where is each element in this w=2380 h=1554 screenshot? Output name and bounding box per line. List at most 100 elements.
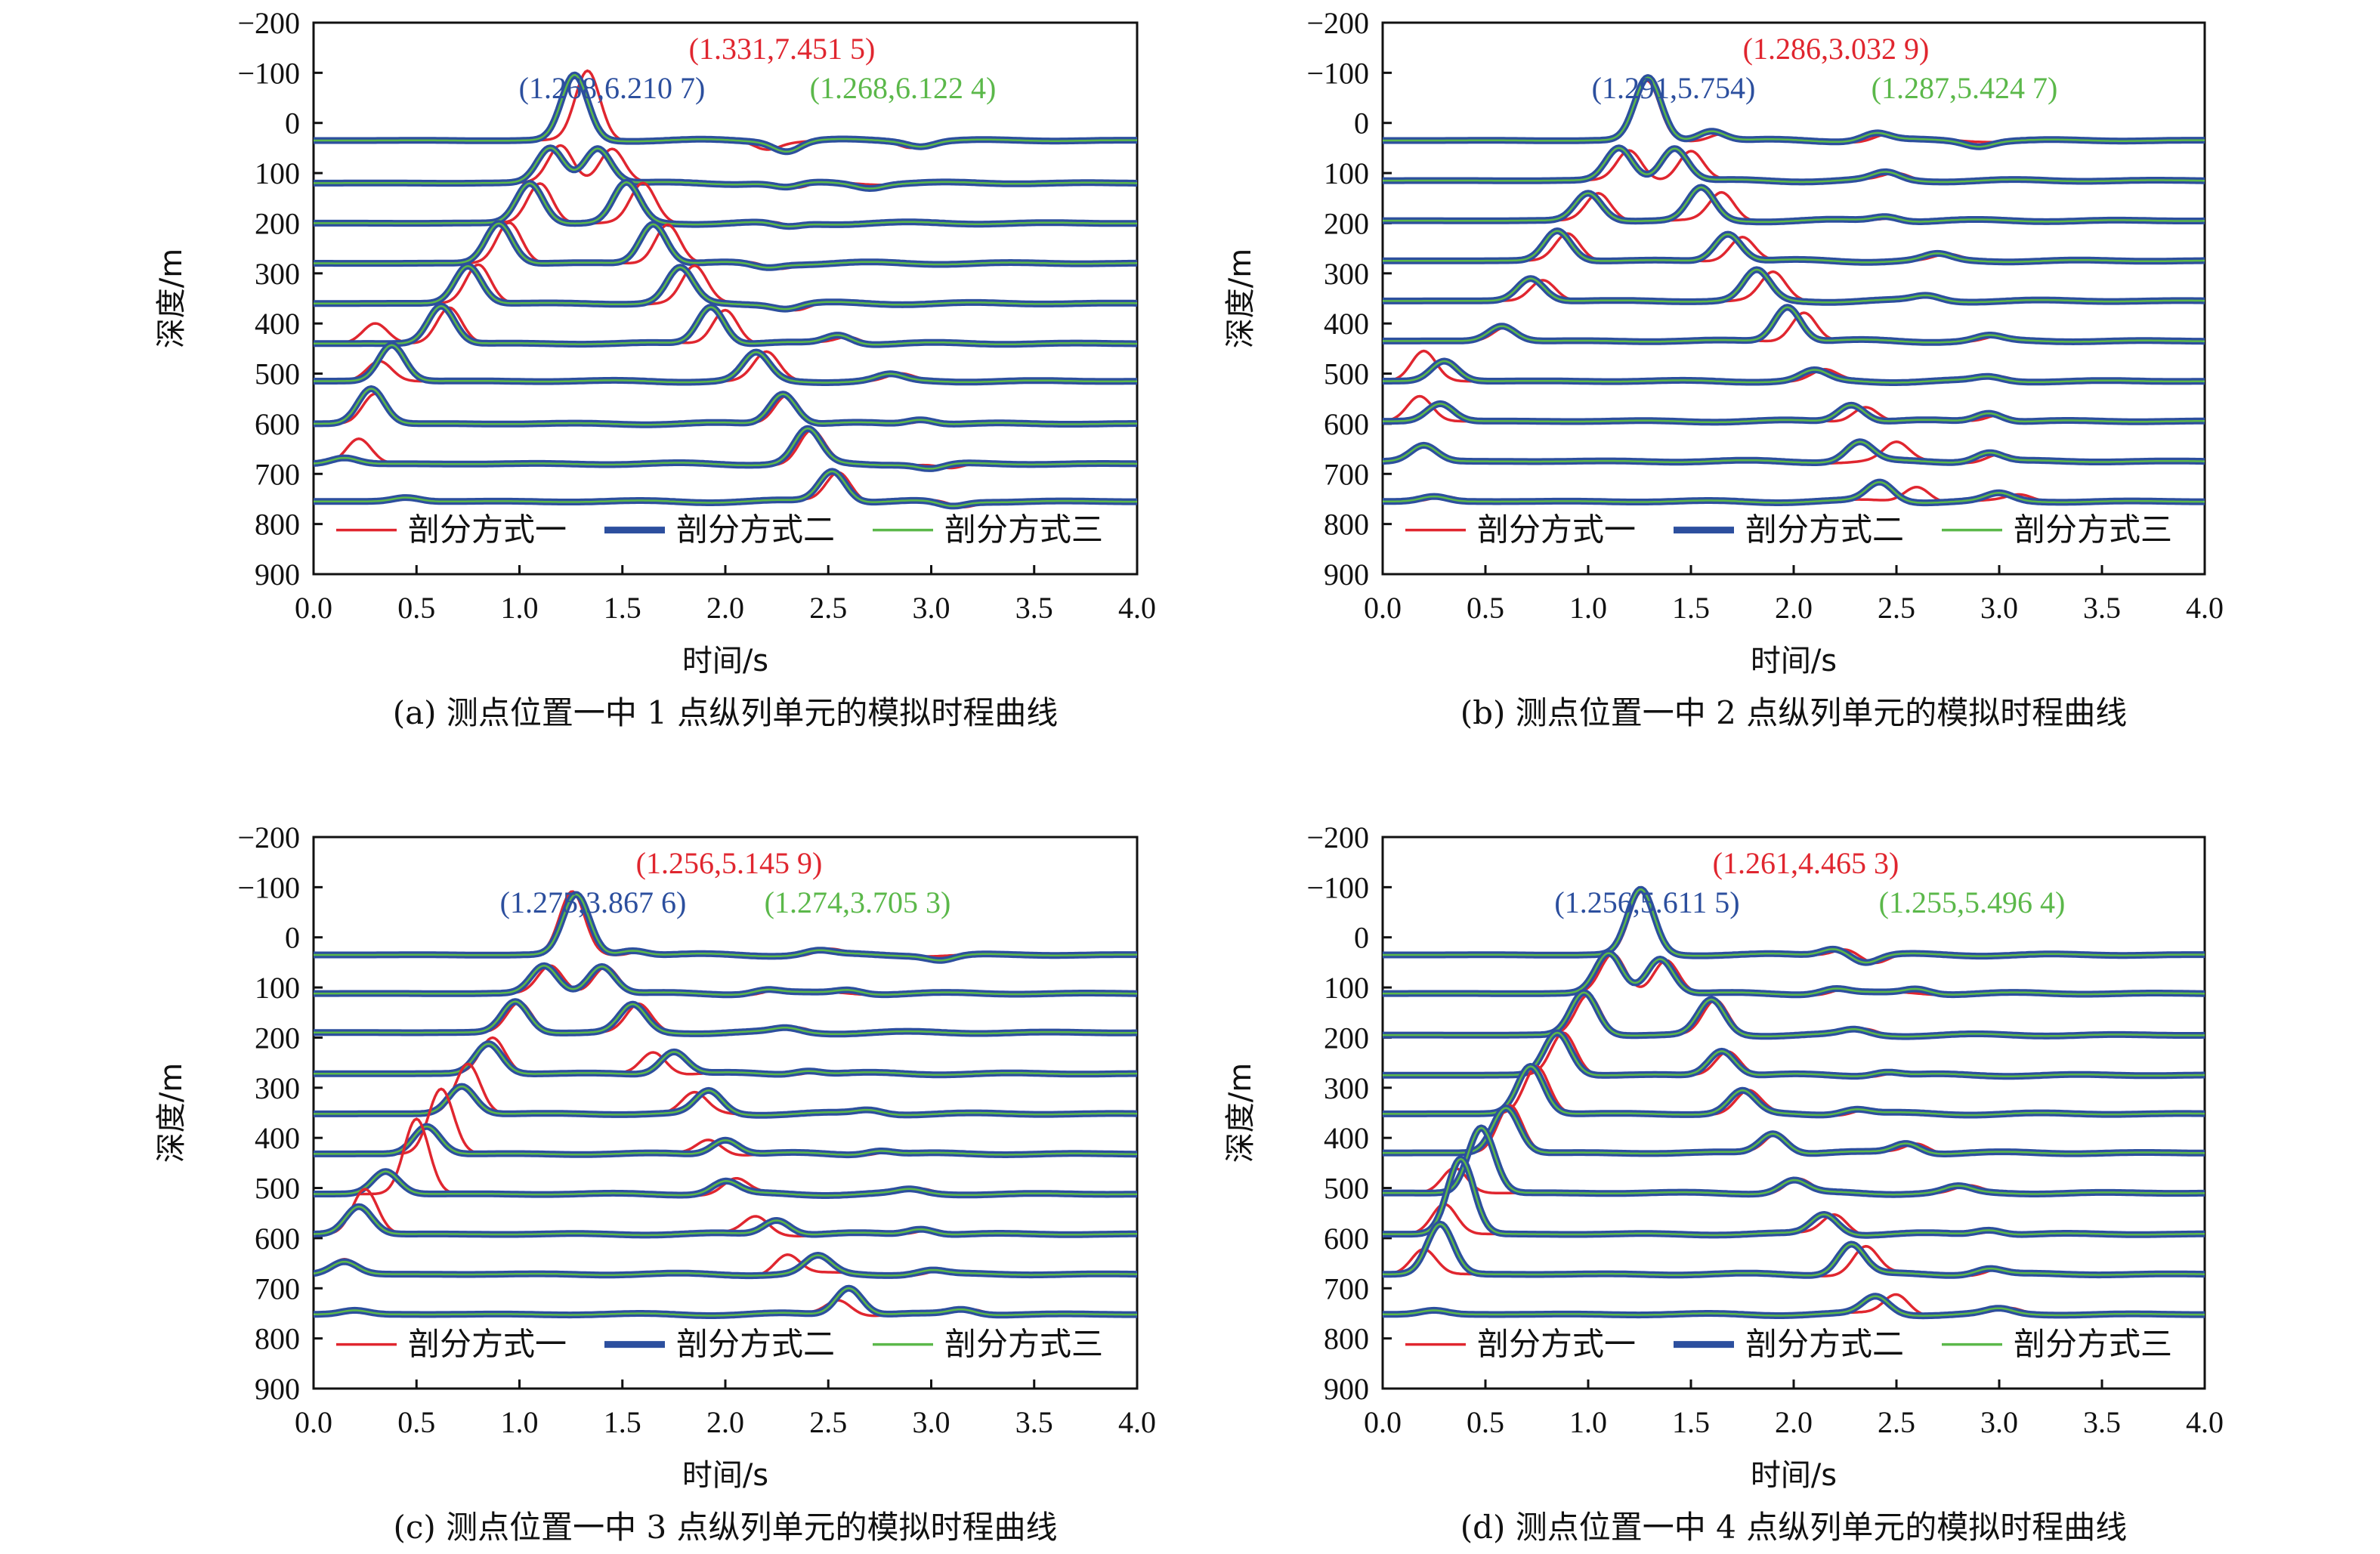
series-2-line [314, 1040, 1137, 1079]
y-tick-label: −200 [237, 820, 300, 854]
x-tick-label: 2.5 [1878, 591, 1915, 625]
series-2-line [314, 891, 1137, 964]
series-2-line [314, 220, 1137, 271]
series-3-line [1383, 480, 2205, 504]
x-tick-label: 4.0 [1118, 591, 1156, 625]
series-3-line [1383, 1295, 2205, 1317]
series-3-line [314, 304, 1137, 346]
y-tick-label: 500 [255, 1172, 300, 1206]
series-3-line [1383, 1107, 2205, 1155]
series-3-line [314, 965, 1137, 996]
series-2-line [314, 998, 1137, 1038]
series-2-line [1383, 1155, 2205, 1239]
y-tick-label: 100 [1324, 971, 1369, 1005]
x-tick-label: 0.0 [295, 1405, 332, 1439]
y-tick-label: 300 [255, 1071, 300, 1105]
peak-annotation-2: (1.275,3.867 6) [500, 885, 687, 919]
series-2-line [314, 962, 1137, 999]
y-axis-label: 深度/m [154, 1063, 189, 1163]
y-tick-label: 0 [285, 107, 300, 141]
series-3-line [314, 1287, 1137, 1317]
y-tick-label: 600 [255, 407, 300, 441]
x-tick-label: 3.0 [1980, 591, 2018, 625]
peak-annotation-2: (1.291,5.754) [1592, 71, 1756, 105]
y-tick-label: 500 [1324, 1172, 1369, 1206]
y-tick-label: 0 [1354, 921, 1369, 955]
x-tick-label: 1.5 [1672, 591, 1710, 625]
plot-area [1383, 74, 2205, 507]
series-3-line [314, 181, 1137, 227]
peak-annotation-2: (1.268,6.210 7) [519, 71, 706, 105]
series-2-line [1383, 1293, 2205, 1320]
y-tick-label: 200 [1324, 206, 1369, 240]
y-axis-label: 深度/m [1223, 1063, 1258, 1163]
series-3-line [1383, 230, 2205, 264]
y-tick-label: 600 [1324, 407, 1369, 441]
legend-label-1: 剖分方式一 [408, 511, 567, 548]
y-tick-label: 0 [285, 921, 300, 955]
y-tick-label: 300 [1324, 257, 1369, 291]
series-3-line [1383, 1031, 2205, 1077]
series-2-line [1383, 304, 2205, 346]
x-tick-label: 2.0 [1775, 1405, 1813, 1439]
y-tick-label: 900 [255, 558, 300, 592]
x-tick-label: 3.5 [1015, 1405, 1053, 1439]
series-3-line [314, 1170, 1137, 1197]
series-3-line [1383, 1157, 2205, 1237]
series-1-line [1383, 1031, 2205, 1079]
x-tick-label: 2.0 [706, 1405, 744, 1439]
series-3-line [314, 893, 1137, 962]
y-tick-label: 800 [255, 508, 300, 542]
peak-annotation-2: (1.256,5.611 5) [1554, 885, 1739, 919]
x-tick-label: 2.0 [1775, 591, 1813, 625]
x-tick-label: 1.5 [604, 1405, 641, 1439]
y-tick-label: 600 [255, 1222, 300, 1256]
series-3-line [1383, 360, 2205, 384]
x-tick-label: 1.0 [1569, 1405, 1607, 1439]
x-tick-label: 2.5 [1878, 1405, 1915, 1439]
series-2-line [1383, 885, 2205, 966]
y-tick-label: 200 [255, 1021, 300, 1055]
series-3-line [314, 344, 1137, 384]
series-3-line [1383, 1126, 2205, 1196]
series-3-line [314, 1085, 1137, 1117]
legend-label-3: 剖分方式三 [944, 1326, 1103, 1363]
y-tick-label: 900 [1324, 558, 1369, 592]
plot-area [314, 890, 1137, 1319]
y-tick-label: 400 [255, 1121, 300, 1155]
y-tick-label: −100 [1306, 870, 1369, 904]
y-tick-label: 900 [1324, 1372, 1369, 1406]
y-tick-label: −100 [1306, 56, 1369, 90]
series-3-line [1383, 888, 2205, 964]
x-tick-label: 2.0 [706, 591, 744, 625]
x-tick-label: 0.5 [397, 591, 435, 625]
peak-annotation-1: (1.256,5.145 9) [636, 846, 823, 880]
series-2-line [314, 385, 1137, 428]
series-2-line [314, 1284, 1137, 1319]
peak-annotation-3: (1.287,5.424 7) [1872, 71, 2058, 105]
series-2-line [314, 1203, 1137, 1239]
x-tick-label: 3.0 [913, 1405, 950, 1439]
y-tick-label: 100 [255, 156, 300, 190]
series-2-line [314, 1252, 1137, 1280]
x-tick-label: 2.5 [809, 1405, 847, 1439]
series-2-line [314, 425, 1137, 472]
legend-label-1: 剖分方式一 [1477, 1326, 1636, 1363]
series-1-line [1383, 952, 2205, 997]
panel-caption: (b) 测点位置一中 2 点纵列单元的模拟时程曲线 [1460, 694, 2127, 731]
peak-annotation-1: (1.286,3.032 9) [1743, 32, 1930, 66]
series-3-line [314, 264, 1137, 310]
series-3-line [1383, 952, 2205, 996]
series-3-line [1383, 1222, 2205, 1277]
series-2-line [1383, 1029, 2205, 1080]
series-3-line [314, 1254, 1137, 1277]
x-tick-label: 3.5 [1015, 591, 1053, 625]
x-axis-label: 时间/s [682, 1458, 768, 1493]
peak-annotation-3: (1.255,5.496 4) [1879, 885, 2066, 919]
series-2-line [1383, 1124, 2205, 1198]
y-axis-label: 深度/m [1223, 249, 1258, 348]
x-tick-label: 1.0 [501, 1405, 539, 1439]
